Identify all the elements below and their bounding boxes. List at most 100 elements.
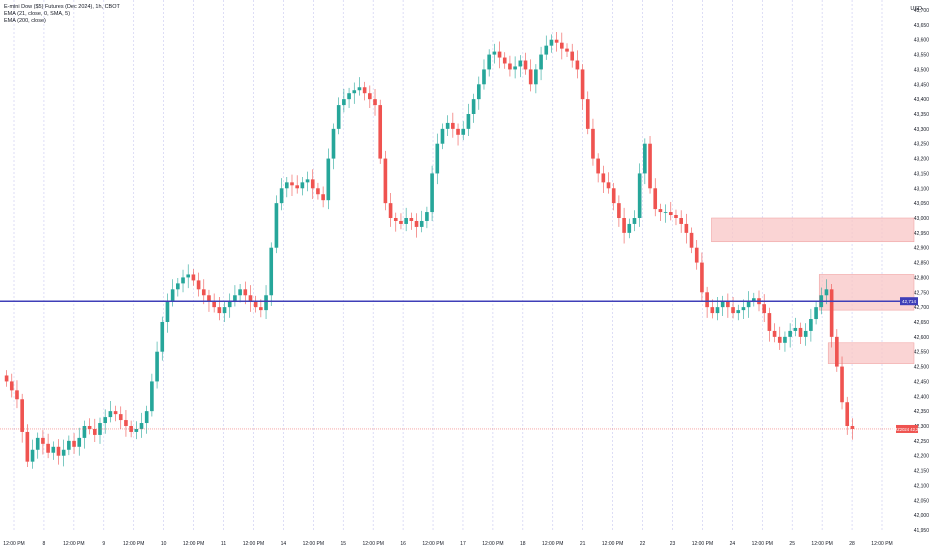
y-tick-label: 43,100 (914, 186, 930, 192)
candle-body (580, 69, 585, 100)
y-tick-label: 42,500 (914, 365, 930, 371)
candle-body (741, 307, 746, 311)
candle-body (528, 69, 533, 85)
candle-body (746, 301, 751, 308)
y-tick-label: 42,750 (914, 290, 930, 296)
candle-body (61, 449, 66, 456)
candle-body (326, 158, 331, 201)
candle-body (674, 215, 678, 218)
x-tick-label: 17 (460, 541, 466, 547)
candle-body (777, 336, 782, 343)
candle-body (347, 93, 351, 100)
candle-body (684, 223, 689, 233)
legend-symbol: E-mini Dow ($5) Futures (Dec 2024), 1h, … (4, 4, 120, 10)
y-tick-label: 41,950 (914, 528, 930, 534)
candle-body (35, 437, 40, 450)
legend-ema200: EMA (200, close) (4, 18, 46, 24)
candle-body (108, 411, 113, 418)
candle-body (9, 381, 14, 391)
candle-body (118, 414, 123, 421)
x-tick-label: 25 (789, 541, 795, 547)
y-tick-label: 42,600 (914, 335, 930, 341)
candle-body (445, 122, 450, 129)
candle-body (539, 54, 543, 70)
supply-zone (818, 274, 915, 311)
candle-body (279, 188, 284, 204)
candle-body (637, 173, 642, 218)
chart-legend: E-mini Dow ($5) Futures (Dec 2024), 1h, … (4, 4, 120, 25)
candle-body (617, 203, 621, 218)
y-tick-label: 43,150 (914, 171, 930, 177)
candle-body (290, 182, 294, 186)
x-tick-label: 12:00 PM (692, 541, 713, 547)
candle-body (342, 99, 346, 106)
candle-body (201, 289, 206, 296)
y-tick-label: 43,200 (914, 157, 930, 163)
y-tick-label: 43,050 (914, 201, 930, 207)
candle-body (25, 431, 30, 462)
candle-body (316, 188, 320, 195)
candle-body (456, 128, 460, 135)
x-tick-label: 12:00 PM (183, 541, 204, 547)
y-tick-label: 43,250 (914, 142, 930, 148)
candle-body (419, 220, 424, 227)
candle-body (726, 301, 730, 308)
candle-body (82, 426, 87, 438)
candle-body (227, 301, 232, 308)
candle-body (20, 399, 24, 432)
candle-body (715, 307, 720, 314)
candle-body (471, 99, 476, 114)
candle-body (466, 114, 471, 129)
candle-body (362, 87, 367, 94)
currency-label: USD (910, 6, 922, 12)
candle-body (435, 143, 440, 174)
x-tick-label: 18 (520, 541, 526, 547)
y-tick-label: 43,500 (914, 67, 930, 73)
candle-body (248, 295, 253, 302)
candle-body (840, 366, 844, 403)
x-tick-label: 28 (849, 541, 855, 547)
candle-body (648, 143, 652, 189)
x-tick-label: 16 (400, 541, 406, 547)
y-tick-label: 42,200 (914, 454, 930, 460)
candle-body (139, 423, 144, 429)
candle-body (129, 426, 133, 432)
y-tick-label: 42,550 (914, 350, 930, 356)
candle-body (181, 277, 185, 284)
candle-body (67, 440, 71, 450)
candle-body (425, 212, 429, 221)
candle-body (632, 218, 637, 224)
y-tick-label: 42,800 (914, 275, 930, 281)
x-tick-label: 12:00 PM (542, 541, 563, 547)
candle-body (627, 223, 632, 233)
y-tick-label: 42,400 (914, 394, 930, 400)
candle-body (668, 212, 673, 216)
candle-body (310, 179, 315, 189)
candle-body (98, 423, 102, 435)
y-tick-label: 43,300 (914, 127, 930, 133)
candle-body (850, 426, 855, 429)
candle-body (233, 295, 237, 302)
candle-body (622, 218, 626, 233)
level-price-label: 42,714 (902, 299, 916, 304)
candle-body (544, 45, 549, 55)
x-tick-label: 12:00 PM (871, 541, 892, 547)
candle-body (196, 280, 201, 290)
x-tick-label: 8 (43, 541, 46, 547)
candle-body (814, 307, 818, 320)
candle-body (523, 60, 528, 70)
candle-body (772, 330, 777, 337)
x-tick-label: 12:00 PM (482, 541, 503, 547)
y-tick-label: 43,600 (914, 38, 930, 44)
x-tick-label: 12:00 PM (243, 541, 264, 547)
candle-body (186, 274, 191, 278)
x-tick-label: 12:00 PM (63, 541, 84, 547)
candle-body (321, 194, 325, 201)
candle-body (803, 330, 808, 337)
candle-body (207, 295, 211, 302)
candle-body (601, 173, 606, 183)
candle-body (259, 307, 263, 311)
candle-body (264, 295, 268, 311)
